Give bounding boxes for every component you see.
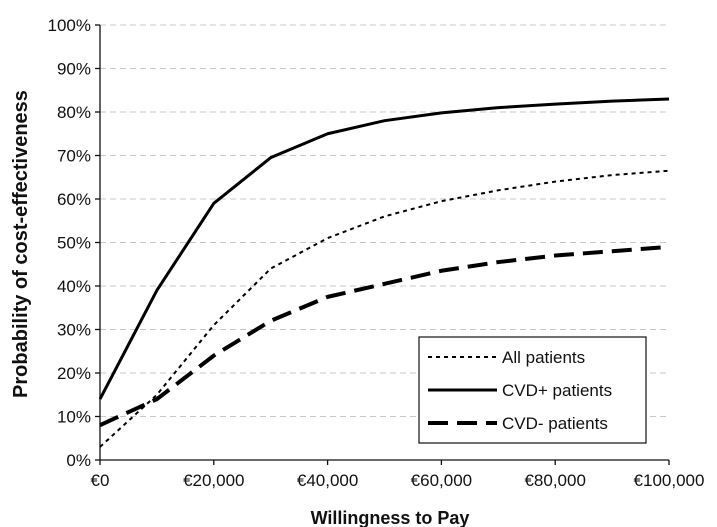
y-tick-label: 20% xyxy=(57,364,91,383)
series-lines xyxy=(98,97,670,448)
series-line-2 xyxy=(98,97,670,400)
legend-label-1: All patients xyxy=(502,348,585,367)
y-tick-label: 0% xyxy=(66,451,91,470)
x-tick-label: €20,000 xyxy=(183,471,244,490)
y-tick-label: 10% xyxy=(57,408,91,427)
legend-label-3: CVD- patients xyxy=(502,414,608,433)
series-line-1 xyxy=(99,169,670,448)
series-line-3 xyxy=(99,244,670,428)
y-tick-label: 80% xyxy=(57,103,91,122)
axes xyxy=(95,24,670,465)
legend-label-2: CVD+ patients xyxy=(502,381,612,400)
gridlines xyxy=(100,24,669,417)
x-tick-label: €80,000 xyxy=(524,471,585,490)
y-tick-label: 30% xyxy=(57,321,91,340)
y-tick-label: 60% xyxy=(57,190,91,209)
y-tick-label: 70% xyxy=(57,147,91,166)
x-tick-label: €100,000 xyxy=(634,471,705,490)
y-tick-label: 40% xyxy=(57,277,91,296)
legend: All patients CVD+ patients CVD- patients xyxy=(418,336,647,444)
y-axis-title: Probability of cost-effectiveness xyxy=(10,90,32,398)
y-tick-label: 100% xyxy=(48,16,91,35)
y-tick-label: 90% xyxy=(57,60,91,79)
x-tick-label: €60,000 xyxy=(411,471,472,490)
x-tick-label: €40,000 xyxy=(297,471,358,490)
tick-labels: 0% 10% 20% 30% 40% 50% 60% 70% 80% 90% 100% €0 €20,0… xyxy=(48,16,705,490)
x-tick-label: €0 xyxy=(91,471,110,490)
y-tick-label: 50% xyxy=(57,234,91,253)
x-axis-title: Willingness to Pay xyxy=(311,508,470,527)
